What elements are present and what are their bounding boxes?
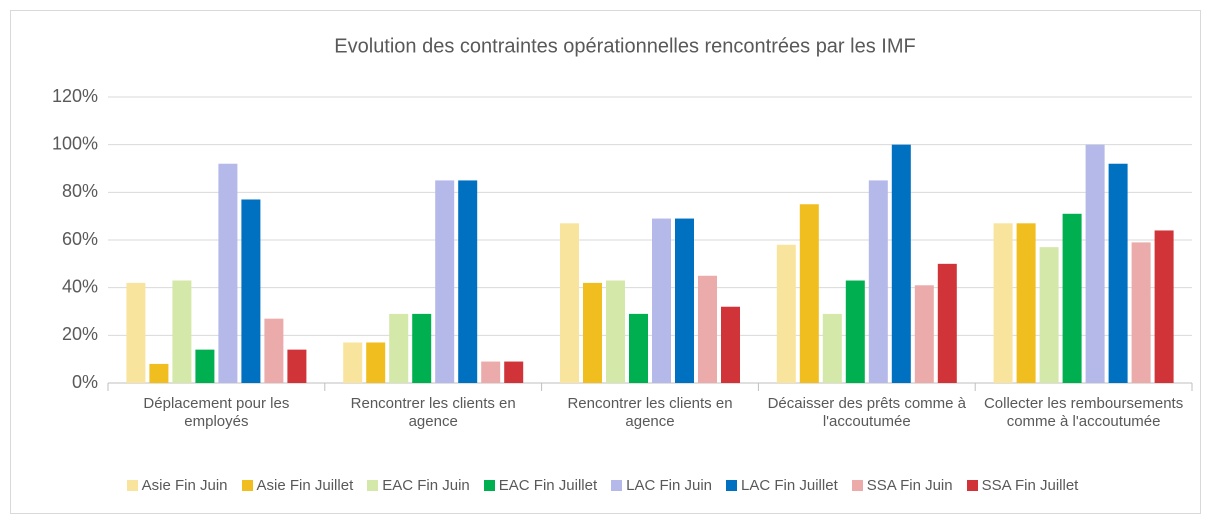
- bar: [435, 180, 455, 383]
- legend-item: EAC Fin Juin: [367, 477, 470, 494]
- legend-swatch: [483, 480, 495, 491]
- legend-item: Asie Fin Juin: [126, 477, 228, 494]
- bar: [652, 218, 671, 383]
- y-tick-label: 0%: [72, 372, 98, 392]
- bar: [172, 280, 192, 383]
- legend-item: SSA Fin Juillet: [966, 477, 1079, 494]
- bar: [412, 313, 432, 383]
- bar: [1085, 144, 1105, 383]
- x-tick-label: Rencontrer les clients en agence: [567, 395, 733, 430]
- bar: [1016, 223, 1036, 383]
- bar: [993, 223, 1013, 383]
- bar: [366, 342, 386, 383]
- legend-swatch: [126, 480, 138, 491]
- bar: [481, 361, 501, 383]
- legend-label: LAC Fin Juin: [626, 477, 713, 494]
- bar: [1131, 242, 1151, 383]
- bar: [799, 204, 819, 383]
- bar: [218, 163, 238, 383]
- bar: [1039, 247, 1059, 383]
- bar: [287, 349, 307, 383]
- bar: [698, 275, 717, 383]
- bar: [149, 363, 169, 383]
- legend-item: SSA Fin Juin: [851, 477, 953, 494]
- bar: [126, 282, 146, 383]
- legend-label: EAC Fin Juillet: [498, 477, 598, 494]
- bar: [1108, 163, 1128, 383]
- y-tick-label: 100%: [52, 133, 98, 153]
- bar: [937, 263, 957, 383]
- legend-item: LAC Fin Juin: [611, 477, 712, 494]
- bar: [721, 306, 740, 383]
- bar: [822, 313, 842, 383]
- legend-label: Asie Fin Juin: [141, 477, 228, 494]
- bar: [845, 280, 865, 383]
- bar: [1154, 230, 1174, 383]
- bar: [776, 244, 796, 383]
- bar: [629, 313, 648, 383]
- bar: [241, 199, 261, 383]
- x-tick-label: Collecter les remboursements comme à l'a…: [983, 395, 1184, 430]
- bar: [560, 223, 579, 383]
- legend-swatch: [851, 480, 863, 491]
- legend-label: Asie Fin Juillet: [256, 477, 354, 494]
- bar: [264, 318, 284, 383]
- y-tick-label: 40%: [62, 276, 98, 296]
- legend-swatch: [611, 480, 623, 491]
- legend-item: LAC Fin Juillet: [726, 477, 838, 494]
- legend: Asie Fin Juin Asie Fin Juillet EAC Fin Jui…: [0, 477, 1205, 494]
- y-tick-label: 80%: [62, 181, 98, 201]
- y-tick-label: 20%: [62, 324, 98, 344]
- legend-swatch: [966, 480, 978, 491]
- legend-item: Asie Fin Juillet: [241, 477, 354, 494]
- bar: [1062, 213, 1082, 383]
- bar: [914, 285, 934, 383]
- legend-label: SSA Fin Juillet: [981, 477, 1079, 494]
- legend-swatch: [367, 480, 379, 491]
- bar: [458, 180, 478, 383]
- legend-swatch: [241, 480, 253, 491]
- bar: [583, 282, 602, 383]
- bar: [868, 180, 888, 383]
- bar: [389, 313, 409, 383]
- x-tick-label: Décaisser des prêts comme à l'accoutumée: [767, 395, 966, 430]
- legend-item: EAC Fin Juillet: [483, 477, 598, 494]
- legend-label: LAC Fin Juillet: [741, 477, 838, 494]
- bar: [606, 280, 625, 383]
- bar: [504, 361, 524, 383]
- legend-label: EAC Fin Juin: [382, 477, 470, 494]
- legend-swatch: [726, 480, 738, 491]
- bar: [675, 218, 694, 383]
- bar: [891, 144, 911, 383]
- chart-title: Evolution des contraintes opérationnelle…: [334, 35, 915, 57]
- y-tick-label: 60%: [62, 229, 98, 249]
- bar: [343, 342, 363, 383]
- x-tick-label: Déplacement pour les employés: [143, 395, 290, 430]
- legend-label: SSA Fin Juin: [866, 477, 953, 494]
- x-tick-label: Rencontrer les clients en agence: [350, 395, 516, 430]
- y-tick-label: 120%: [52, 86, 98, 106]
- bar: [195, 349, 215, 383]
